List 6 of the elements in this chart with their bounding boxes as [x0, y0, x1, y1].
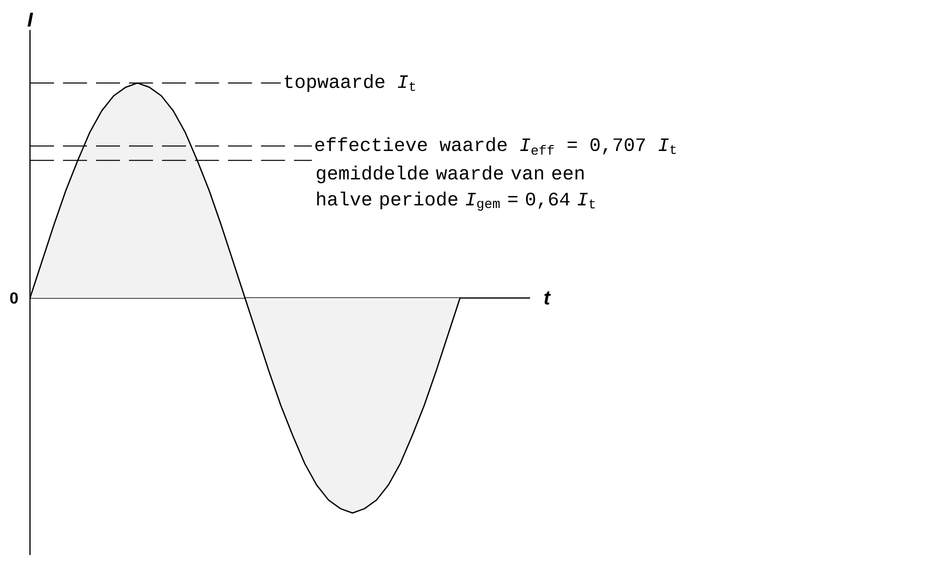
ref-line-label: effectieve waarde I$_{eff}$ = 0,707 I$_{t}$ — [315, 137, 676, 155]
ref-line-label: topwaarde I$_{t}$ — [284, 74, 416, 92]
ref-line-label: gemiddelde waarde van een halve periode I$_{gem}$ = 0,64 I$_{t}$ — [316, 166, 595, 211]
y-axis-title: I — [28, 12, 34, 26]
text: 0 — [10, 292, 18, 304]
x-axis-title: t — [544, 291, 551, 305]
